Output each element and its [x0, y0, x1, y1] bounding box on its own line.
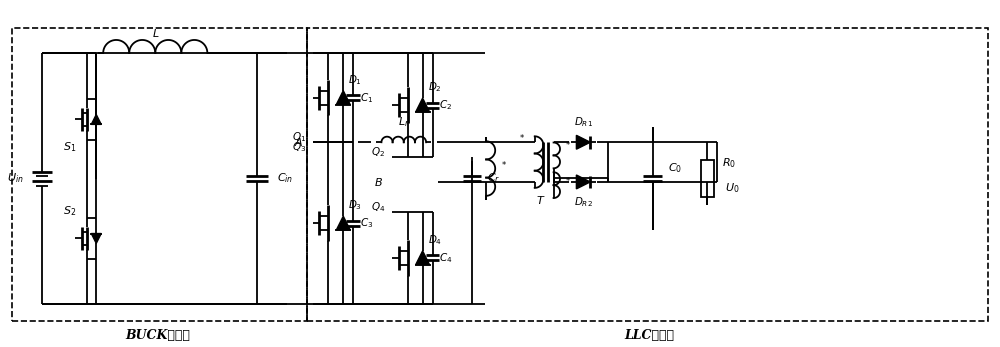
Polygon shape: [91, 115, 101, 124]
Text: $D_2$: $D_2$: [428, 80, 441, 94]
Text: $D_3$: $D_3$: [348, 198, 362, 212]
Text: $S_1$: $S_1$: [63, 140, 76, 154]
Text: $U_{in}$: $U_{in}$: [7, 171, 24, 185]
Text: $D_{R1}$: $D_{R1}$: [574, 116, 593, 129]
Text: $Q_3$: $Q_3$: [292, 140, 306, 154]
Text: $D_{R2}$: $D_{R2}$: [574, 195, 593, 209]
Text: $*$: $*$: [501, 160, 507, 168]
Polygon shape: [336, 216, 350, 230]
Text: $Q_1$: $Q_1$: [292, 130, 306, 144]
Text: $C_3$: $C_3$: [360, 216, 373, 230]
Text: $L_r$: $L_r$: [398, 116, 410, 129]
Text: $A$: $A$: [294, 136, 303, 148]
Text: LLC变换器: LLC变换器: [624, 329, 674, 342]
Bar: [307, 28, 988, 321]
Text: BUCK变换器: BUCK变换器: [125, 329, 190, 342]
Text: $R_0$: $R_0$: [722, 157, 736, 170]
Bar: [12, 28, 307, 321]
Text: $C_0$: $C_0$: [668, 162, 682, 176]
Text: $C_1$: $C_1$: [360, 91, 373, 104]
Text: $*$: $*$: [519, 133, 525, 141]
Text: $C_{in}$: $C_{in}$: [277, 171, 293, 185]
Polygon shape: [576, 135, 590, 149]
Bar: [701, 160, 714, 197]
Polygon shape: [576, 175, 590, 189]
Polygon shape: [336, 91, 350, 104]
Text: $B$: $B$: [374, 176, 382, 188]
Text: $S_2$: $S_2$: [63, 204, 76, 218]
Text: $C_4$: $C_4$: [439, 251, 453, 265]
Polygon shape: [416, 251, 430, 265]
Text: $C_2$: $C_2$: [439, 98, 453, 112]
Text: $Q_2$: $Q_2$: [371, 145, 385, 159]
Text: $Q_4$: $Q_4$: [371, 200, 385, 214]
Text: $T$: $T$: [536, 194, 545, 206]
Polygon shape: [416, 98, 430, 112]
Text: $*$: $*$: [565, 140, 571, 148]
Text: $U_0$: $U_0$: [725, 181, 740, 195]
Text: $*$: $*$: [565, 176, 571, 184]
Text: $D_4$: $D_4$: [428, 233, 442, 247]
Polygon shape: [91, 234, 101, 244]
Text: $L$: $L$: [152, 27, 159, 39]
Text: $D_1$: $D_1$: [348, 73, 362, 87]
Text: $C_r$: $C_r$: [487, 171, 500, 185]
